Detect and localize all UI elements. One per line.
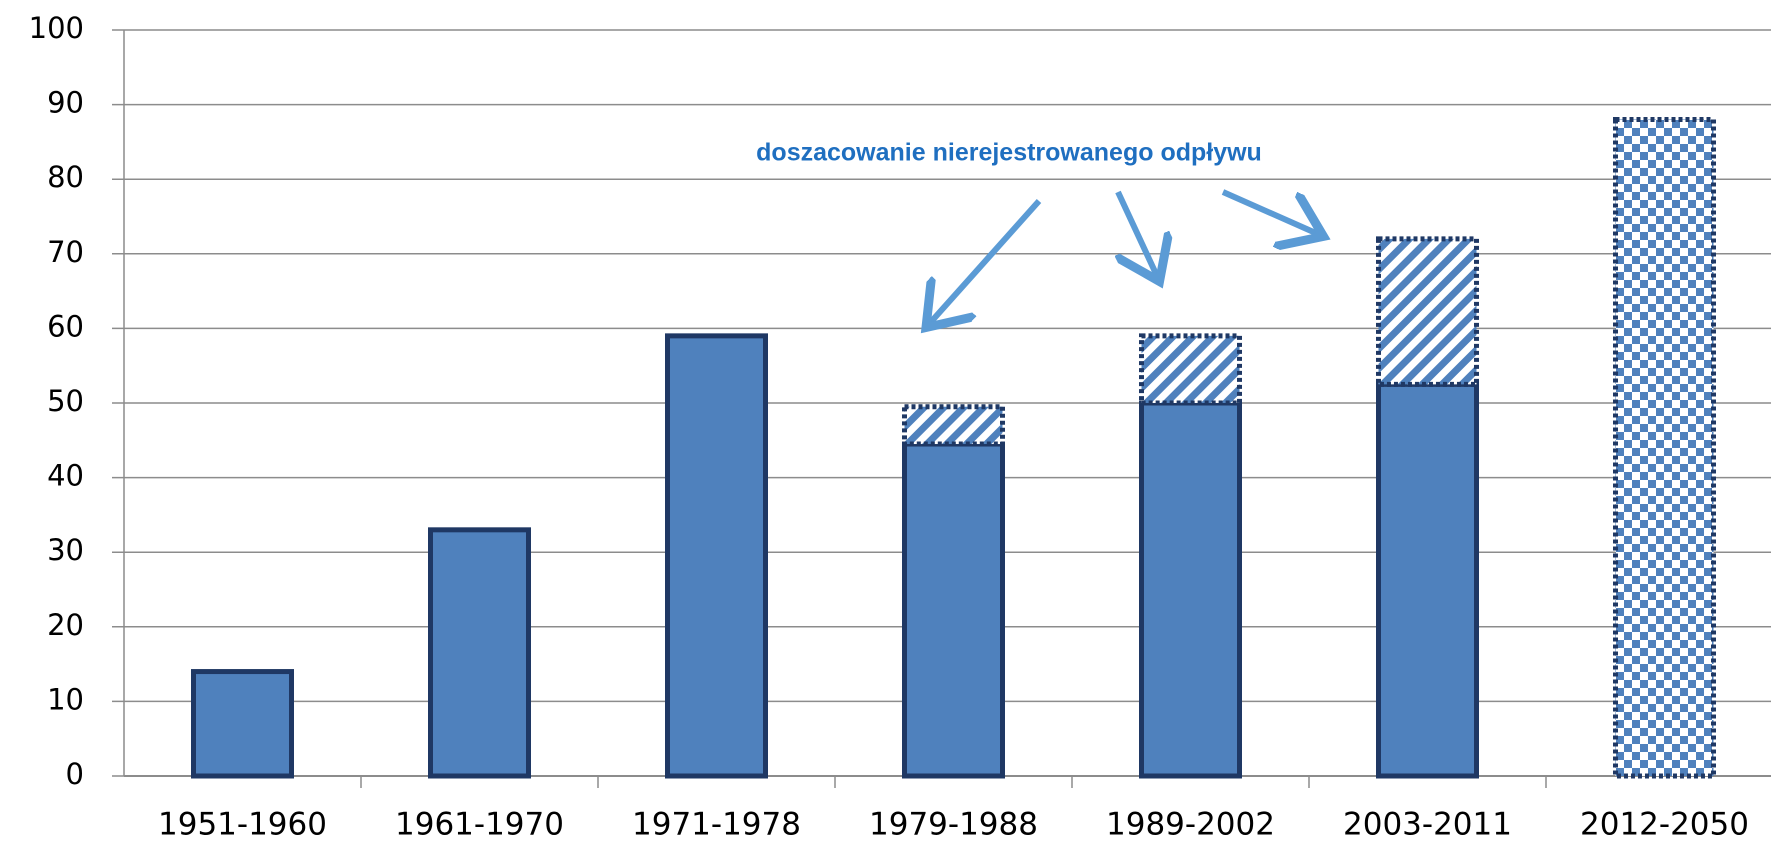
y-tick-label: 30 [47,533,84,567]
x-tick-label: 2012-2050 [1580,807,1749,843]
x-tick-label: 1971-1978 [632,807,801,843]
x-tick-label: 2003-2011 [1343,807,1512,843]
bar-segment [428,527,531,779]
y-tick-label: 60 [47,309,84,343]
y-tick-label: 90 [47,86,84,120]
bar-segment [1139,400,1242,779]
annotation-arrows [930,189,1318,323]
x-tick-label: 1989-2002 [1106,807,1275,843]
bar-segment [902,404,1005,447]
y-tick-label: 40 [47,459,84,493]
y-tick-label: 10 [47,682,84,716]
annotation: doszacowanie nierejestrowanego odpływu [756,139,1262,167]
labels: 0 10 20 30 40 50 60 70 80 90 100 1951-1960 1961-1970… [29,11,1749,843]
bar-segment [191,669,294,779]
y-tick-label: 80 [47,160,84,194]
y-tick-label: 0 [66,757,84,791]
y-tick-label: 70 [47,235,84,269]
y-tick-label: 50 [47,384,84,418]
bar-segment [1139,333,1242,406]
bar-segment [665,333,768,779]
bars [191,117,1716,779]
x-tick-label: 1961-1970 [395,807,564,843]
bar-segment [1613,117,1716,779]
bar-segment [1376,381,1479,779]
x-tick-label: 1951-1960 [158,807,327,843]
y-tick-label: 20 [47,608,84,642]
bar-segment [1376,236,1479,387]
bar-segment [902,441,1005,779]
y-tick-label: 100 [29,11,84,45]
x-tick-label: 1979-1988 [869,807,1038,843]
